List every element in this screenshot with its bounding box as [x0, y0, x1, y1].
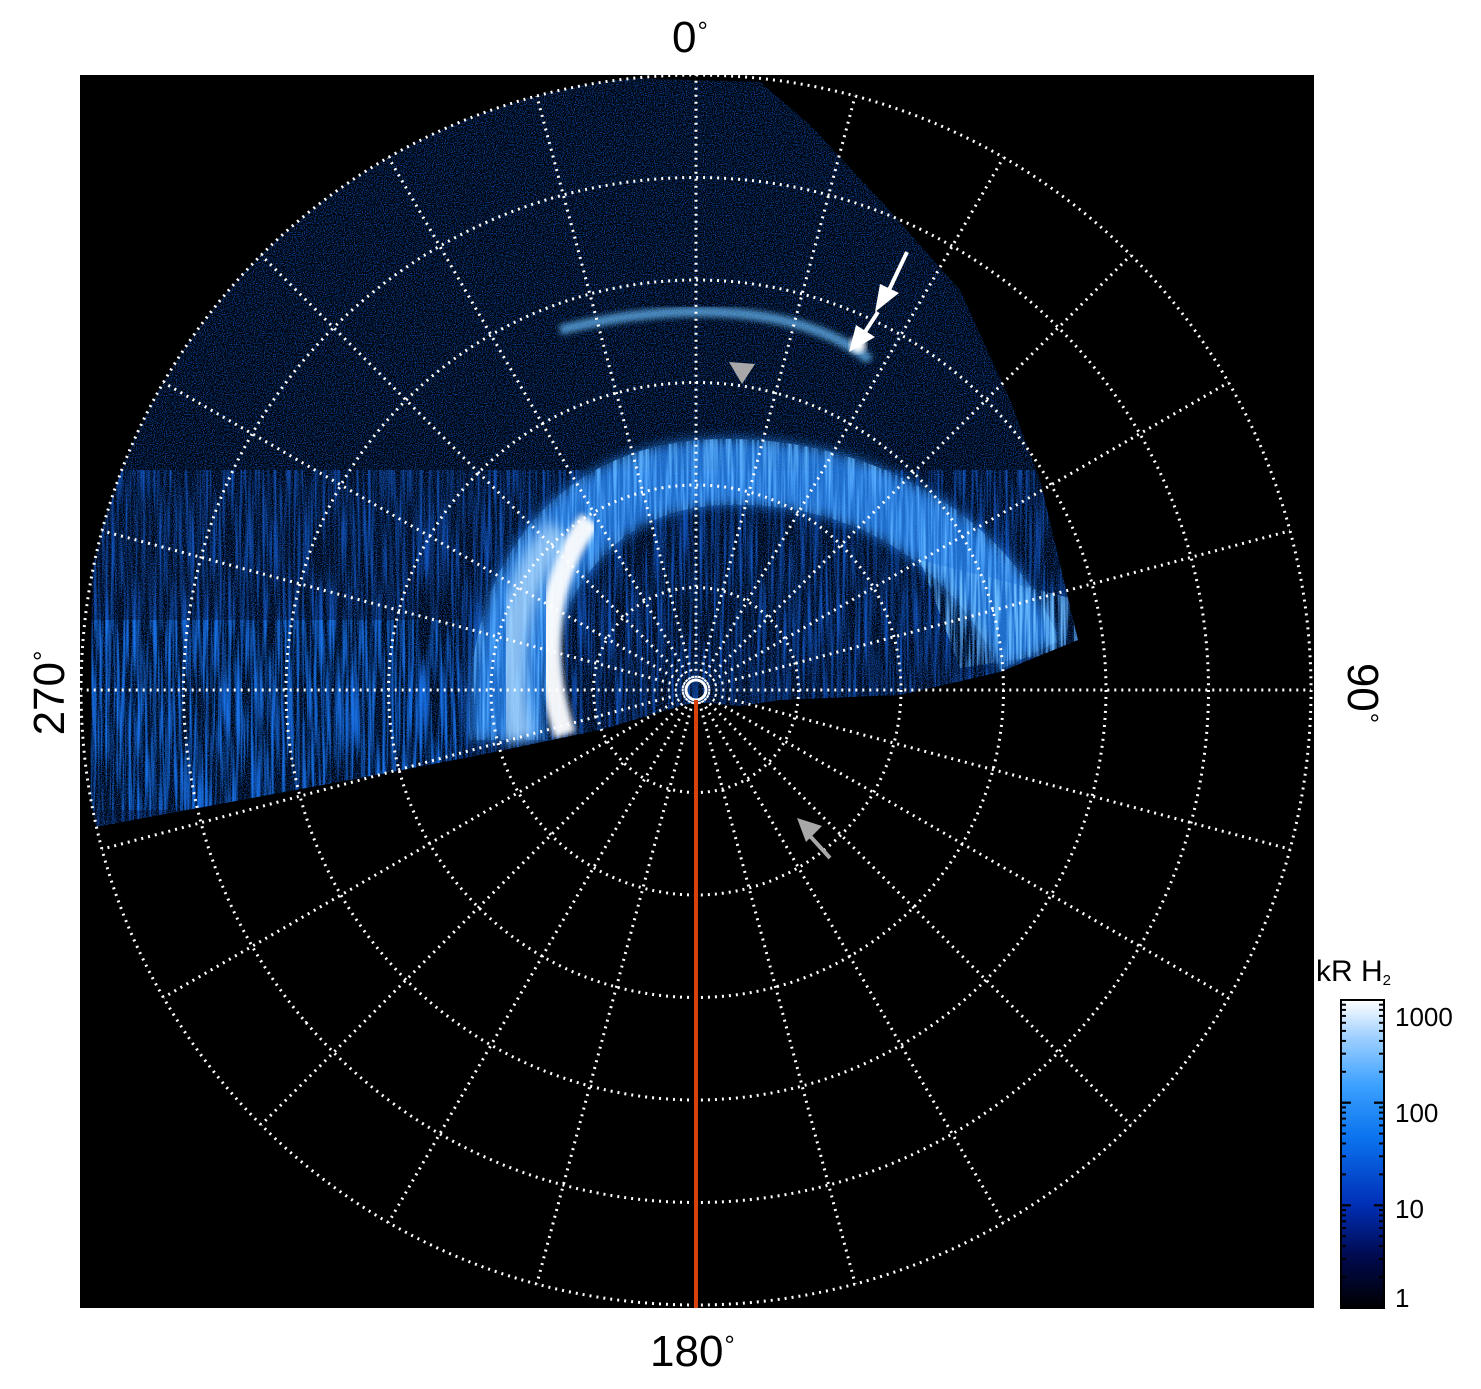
azimuth-label-bottom: 180° — [650, 1327, 735, 1376]
azimuth-label-top: 0° — [672, 13, 708, 62]
longitude-spoke — [260, 697, 689, 1126]
longitude-spoke — [535, 701, 695, 1285]
colorbar-tick-label: 10 — [1395, 1194, 1424, 1224]
colorbar-tick-label: 100 — [1395, 1098, 1439, 1128]
longitude-spoke — [697, 701, 857, 1285]
longitude-spoke — [387, 699, 692, 1224]
longitude-spoke — [260, 254, 689, 683]
white-arrow-icon-lower — [849, 310, 880, 352]
longitude-spoke — [697, 95, 857, 679]
longitude-spoke — [707, 691, 1291, 851]
latitude-ring — [489, 483, 903, 897]
lat-lon-grid — [79, 73, 1313, 1307]
colorbar-tick-label: 1 — [1395, 1283, 1410, 1313]
gray-arrowhead-icon-upper — [729, 362, 755, 384]
white-arrow-icon-upper — [875, 251, 909, 312]
longitude-spoke — [700, 156, 1005, 681]
longitude-spoke — [162, 381, 687, 686]
longitude-spoke — [535, 95, 695, 679]
longitude-spoke — [101, 529, 685, 689]
longitude-spoke — [703, 254, 1132, 683]
longitude-spoke — [707, 529, 1291, 689]
colorbar-tick-label: 1000 — [1395, 1002, 1453, 1032]
latitude-ring — [592, 586, 800, 794]
azimuth-label-right: 90° — [1338, 662, 1387, 724]
colorbar-ticks — [1341, 999, 1384, 1309]
longitude-spoke — [700, 699, 1005, 1224]
longitude-spoke — [387, 156, 692, 681]
longitude-spoke — [162, 694, 687, 999]
longitude-spoke — [705, 381, 1230, 686]
longitude-spoke — [705, 694, 1230, 999]
latitude-ring — [284, 278, 1108, 1102]
azimuth-label-left: 270° — [25, 650, 74, 736]
longitude-spoke — [703, 697, 1132, 1126]
gray-arrow-icon-lower — [797, 818, 832, 860]
colorbar-gradient — [1340, 999, 1385, 1309]
longitude-spoke — [101, 691, 685, 851]
latitude-ring — [182, 176, 1210, 1204]
colorbar-title: kR H2 — [1316, 955, 1392, 989]
